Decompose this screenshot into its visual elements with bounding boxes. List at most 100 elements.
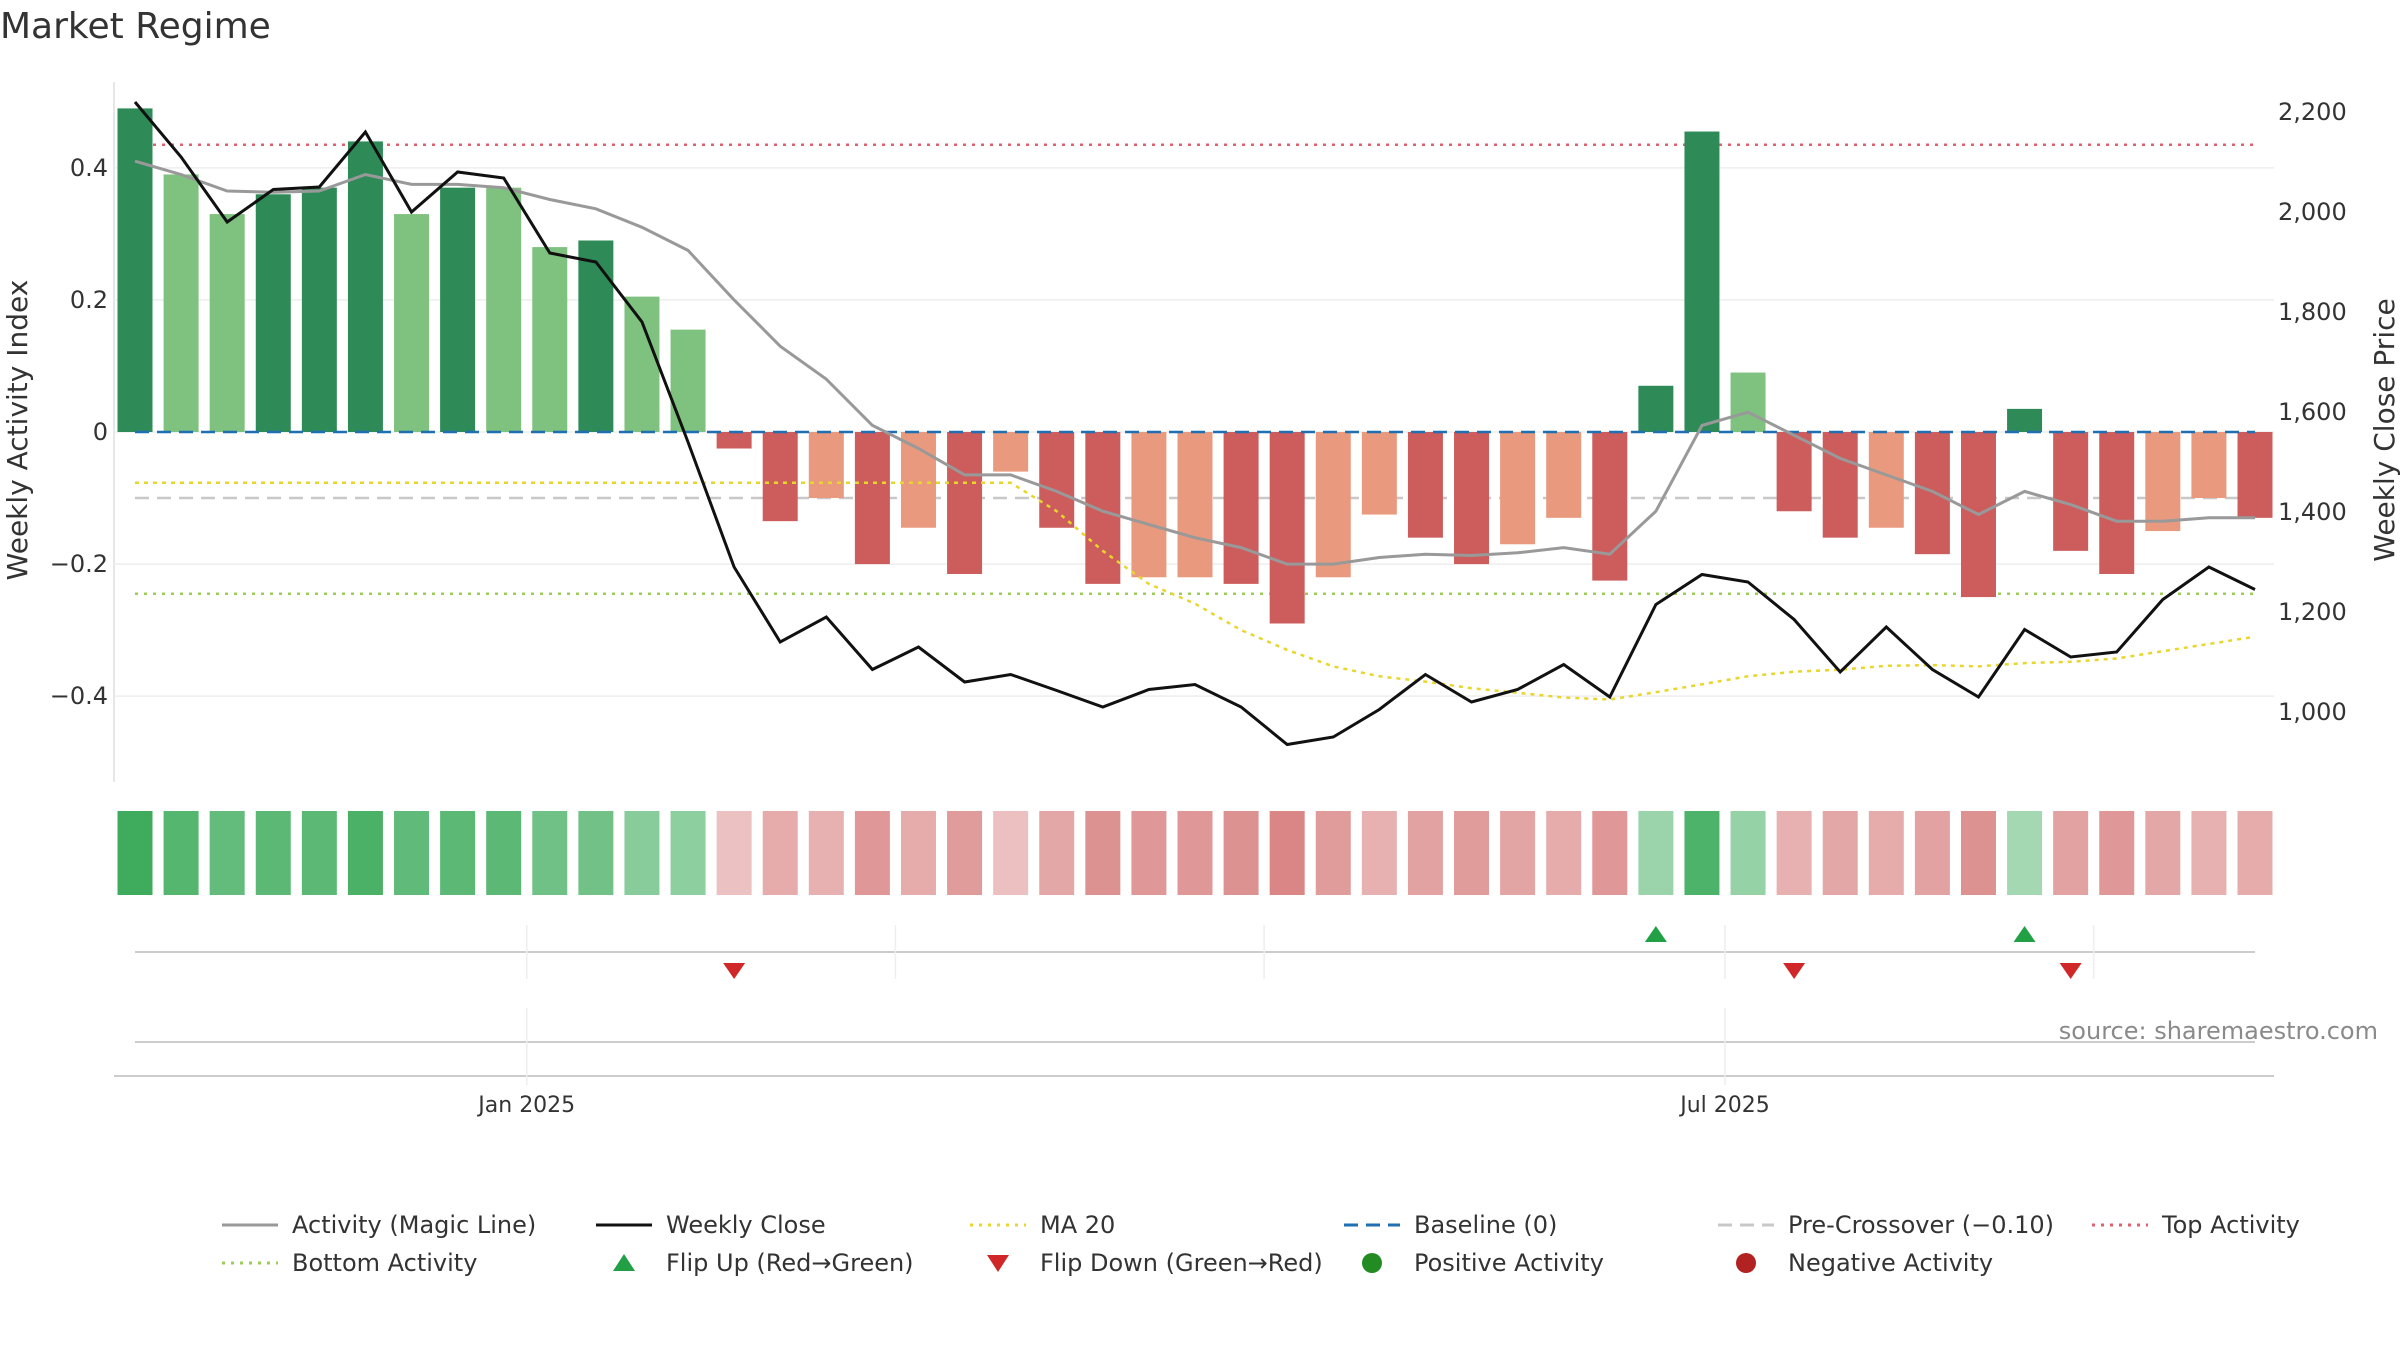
regime-cell xyxy=(1500,811,1536,895)
activity-bar xyxy=(854,432,890,565)
regime-cell xyxy=(301,811,337,895)
activity-bar xyxy=(1085,432,1121,584)
regime-cell xyxy=(1546,811,1582,895)
activity-bar xyxy=(209,214,245,432)
activity-bar xyxy=(394,214,430,432)
flip-markers xyxy=(723,926,2082,979)
legend-label: Baseline (0) xyxy=(1414,1211,1557,1239)
activity-bar xyxy=(993,432,1029,472)
activity-bar xyxy=(762,432,798,522)
activity-bar xyxy=(2053,432,2089,551)
activity-bars xyxy=(117,108,2273,624)
series-lines xyxy=(133,101,2256,747)
regime-cell xyxy=(163,811,199,895)
regime-cell xyxy=(1638,811,1674,895)
regime-cell xyxy=(947,811,983,895)
activity-bar xyxy=(1776,432,1812,512)
legend-label: Flip Down (Green→Red) xyxy=(1040,1249,1323,1277)
y-tick-label: −0.4 xyxy=(50,682,108,710)
y2-tick-label: 1,000 xyxy=(2278,698,2347,726)
regime-cell xyxy=(209,811,245,895)
activity-bar xyxy=(532,247,568,432)
legend-label: Weekly Close xyxy=(666,1211,826,1239)
activity-bar xyxy=(1822,432,1858,538)
regime-cell xyxy=(1960,811,1996,895)
activity-bar xyxy=(1223,432,1259,584)
regime-cell xyxy=(394,811,430,895)
legend-swatch xyxy=(613,1254,635,1271)
source-note: source: sharemaestro.com xyxy=(2059,1017,2378,1045)
legend: Activity (Magic Line) Weekly Close MA 20 Ba… xyxy=(222,1211,2300,1277)
regime-cell xyxy=(993,811,1029,895)
y2-tick-label: 1,800 xyxy=(2278,298,2347,326)
x-tick-label: Jan 2025 xyxy=(476,1093,575,1118)
activity-bar xyxy=(900,432,936,528)
regime-cell xyxy=(1177,811,1213,895)
y-tick-label: 0.4 xyxy=(70,154,108,182)
y2-tick-label: 2,200 xyxy=(2278,98,2347,126)
activity-bar xyxy=(716,432,752,449)
activity-bar xyxy=(947,432,983,574)
regime-cell xyxy=(624,811,660,895)
activity-bar xyxy=(440,187,476,432)
activity-bar xyxy=(486,187,522,432)
regime-cell xyxy=(1223,811,1259,895)
activity-bar xyxy=(2145,432,2181,532)
y-tick-label: 0.2 xyxy=(70,286,108,314)
flip-up-marker xyxy=(1644,926,1667,942)
regime-cell xyxy=(716,811,752,895)
activity-bar xyxy=(624,296,660,432)
activity-bar xyxy=(1177,432,1213,578)
regime-cell xyxy=(486,811,522,895)
flip-down-marker xyxy=(723,963,746,979)
y2-tick-label: 1,200 xyxy=(2278,598,2347,626)
activity-bar xyxy=(1131,432,1167,578)
legend-swatch xyxy=(1362,1253,1382,1273)
regime-cell xyxy=(1454,811,1490,895)
legend-label: Top Activity xyxy=(2161,1211,2300,1239)
y2-axis-label: Weekly Close Price xyxy=(2368,298,2400,561)
y-tick-label: 0 xyxy=(93,418,108,446)
activity-bar xyxy=(1407,432,1443,538)
activity-bar xyxy=(578,240,614,432)
regime-cell xyxy=(2007,811,2043,895)
y-tick-label: −0.2 xyxy=(50,550,108,578)
magic-line xyxy=(134,159,2255,566)
legend-swatch xyxy=(1736,1253,1756,1273)
regime-cell xyxy=(1822,811,1858,895)
regime-cell xyxy=(670,811,706,895)
regime-cell xyxy=(2053,811,2089,895)
legend-label: MA 20 xyxy=(1040,1211,1115,1239)
legend-label: Negative Activity xyxy=(1788,1249,1993,1277)
activity-bar xyxy=(1684,131,1720,432)
regime-cell xyxy=(1592,811,1628,895)
x-axis-ticks: Jan 2025 Jul 2025 xyxy=(476,1093,1769,1118)
regime-cell xyxy=(1914,811,1950,895)
regime-cell xyxy=(532,811,568,895)
regime-cell xyxy=(1730,811,1766,895)
y-axis-ticks: 0.4 0.2 0 −0.2 −0.4 xyxy=(50,154,108,710)
regime-cell xyxy=(762,811,798,895)
activity-bar xyxy=(2099,432,2135,574)
y-axis-label: Weekly Activity Index xyxy=(1,280,34,581)
regime-cell xyxy=(2099,811,2135,895)
activity-bar xyxy=(1500,432,1536,545)
activity-bar xyxy=(2191,432,2227,499)
y2-axis-ticks: 2,200 2,000 1,800 1,600 1,400 1,200 1,000 xyxy=(2278,98,2347,726)
regime-cell xyxy=(1361,811,1397,895)
regime-cell xyxy=(440,811,476,895)
regime-cell xyxy=(117,811,153,895)
activity-bar xyxy=(1730,372,1766,432)
flip-down-marker xyxy=(2059,963,2082,979)
legend-label: Activity (Magic Line) xyxy=(292,1211,536,1239)
activity-bar xyxy=(1546,432,1582,518)
weekly-close-line xyxy=(133,101,2256,747)
regime-cell xyxy=(900,811,936,895)
date-gridlines xyxy=(525,925,2095,1085)
regime-cell xyxy=(854,811,890,895)
activity-bar xyxy=(670,329,706,432)
activity-bar xyxy=(1315,432,1351,578)
flip-down-marker xyxy=(1783,963,1806,979)
regime-cell xyxy=(255,811,291,895)
activity-bar xyxy=(1914,432,1950,555)
